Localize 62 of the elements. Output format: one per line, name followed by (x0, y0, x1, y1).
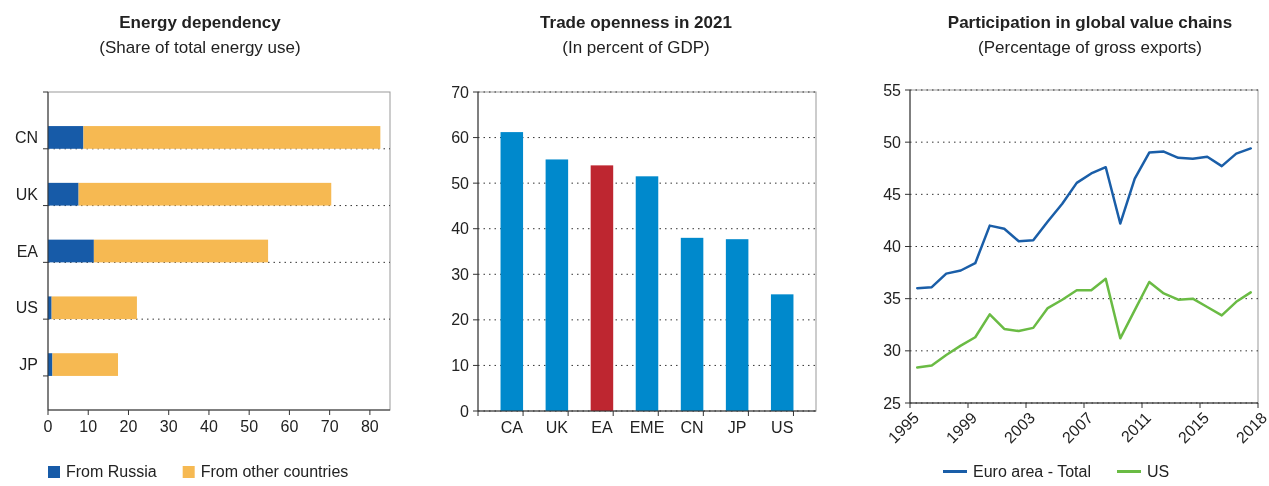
y-tick-label: 60 (451, 129, 470, 147)
chart-title: Trade openness in 2021 (540, 13, 732, 32)
y-tick-label: US (15, 299, 38, 317)
bar (635, 176, 659, 411)
y-tick-label: 30 (883, 342, 902, 360)
y-tick-label: 50 (451, 174, 470, 192)
x-tick-label: 60 (280, 418, 299, 435)
y-tick-label: UK (15, 185, 39, 203)
x-tick-label: EA (591, 419, 613, 436)
x-tick-label: 0 (43, 418, 53, 435)
bar (48, 182, 79, 206)
x-tick-label: 50 (240, 418, 259, 435)
x-tick-label: 80 (360, 418, 379, 435)
legend-label: US (1147, 463, 1170, 480)
chart-title: Participation in global value chains (947, 13, 1233, 32)
bar (500, 132, 524, 411)
y-tick-label: 25 (883, 394, 902, 412)
y-tick-label: 40 (883, 238, 902, 256)
bar (770, 294, 794, 411)
legend-label: Euro area - Total (973, 463, 1091, 480)
bar (83, 126, 381, 149)
x-tick-label: CA (500, 419, 524, 436)
chart-title: Energy dependency (119, 13, 282, 32)
y-tick-label: JP (19, 356, 38, 374)
y-tick-label: 30 (451, 265, 470, 283)
legend-label: From other countries (200, 463, 349, 480)
chart-subtitle: (Percentage of gross exports) (978, 38, 1202, 57)
line-series (916, 147, 1252, 290)
bar (680, 237, 704, 411)
y-tick-label: CN (14, 129, 38, 147)
bar (93, 239, 269, 263)
x-tick-label: CN (680, 419, 704, 436)
y-tick-label: EA (16, 242, 39, 260)
bar (78, 182, 332, 206)
x-tick-label: EME (629, 419, 665, 436)
y-tick-label: 50 (883, 133, 902, 151)
x-tick-label: 70 (320, 418, 339, 435)
y-tick-label: 70 (451, 83, 470, 101)
x-tick-label: JP (727, 419, 747, 436)
x-tick-label: US (771, 419, 794, 436)
y-tick-label: 45 (883, 185, 902, 203)
line-series (916, 277, 1252, 369)
x-tick-label: UK (545, 419, 569, 436)
bar (48, 126, 84, 149)
y-tick-label: 35 (883, 290, 902, 308)
bar (51, 296, 137, 320)
chart-subtitle: (Share of total energy use) (99, 38, 301, 57)
chart-subtitle: (In percent of GDP) (562, 38, 710, 57)
x-tick-label: 20 (119, 418, 138, 435)
y-tick-label: 10 (451, 357, 470, 375)
y-tick-label: 55 (883, 81, 902, 99)
bar (590, 165, 614, 411)
y-tick-label: 40 (451, 220, 470, 238)
y-tick-label: 20 (451, 311, 470, 329)
x-tick-label: 40 (200, 418, 218, 435)
bar (725, 239, 749, 411)
bar (545, 159, 569, 411)
bar (48, 239, 94, 263)
legend-label: From Russia (66, 463, 157, 480)
bar (52, 353, 119, 376)
x-tick-label: 30 (159, 418, 178, 435)
x-tick-label: 10 (79, 418, 98, 435)
